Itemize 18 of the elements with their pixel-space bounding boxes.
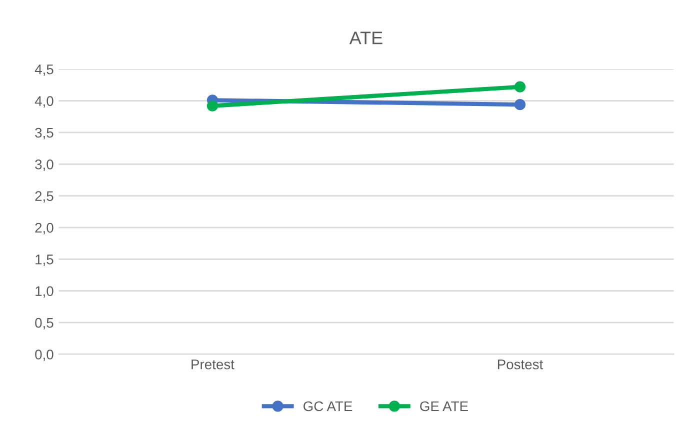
y-tick-label: 1,0	[36, 286, 54, 298]
x-tick-label: Postest	[498, 360, 544, 370]
x-tick-label: Pretest	[192, 360, 234, 370]
chart-title: ATE	[349, 32, 382, 44]
y-tick-label: 1,5	[36, 254, 54, 266]
y-tick-label: 0,5	[35, 318, 54, 330]
y-tick-label: 0,0	[35, 350, 54, 362]
point	[514, 99, 526, 110]
point	[514, 81, 526, 92]
y-tick-label: 4,0	[34, 96, 54, 108]
legend-label: GC ATE	[304, 401, 352, 412]
y-tick-label: 3,0	[35, 159, 54, 171]
point	[206, 100, 218, 112]
y-tick-label: 4,5	[34, 64, 54, 76]
legend-label: GE ATE	[420, 401, 468, 412]
y-tick-label: 2,0	[35, 222, 54, 234]
y-tick-label: 3,5	[35, 128, 54, 140]
y-tick-label: 2,5	[35, 191, 54, 203]
